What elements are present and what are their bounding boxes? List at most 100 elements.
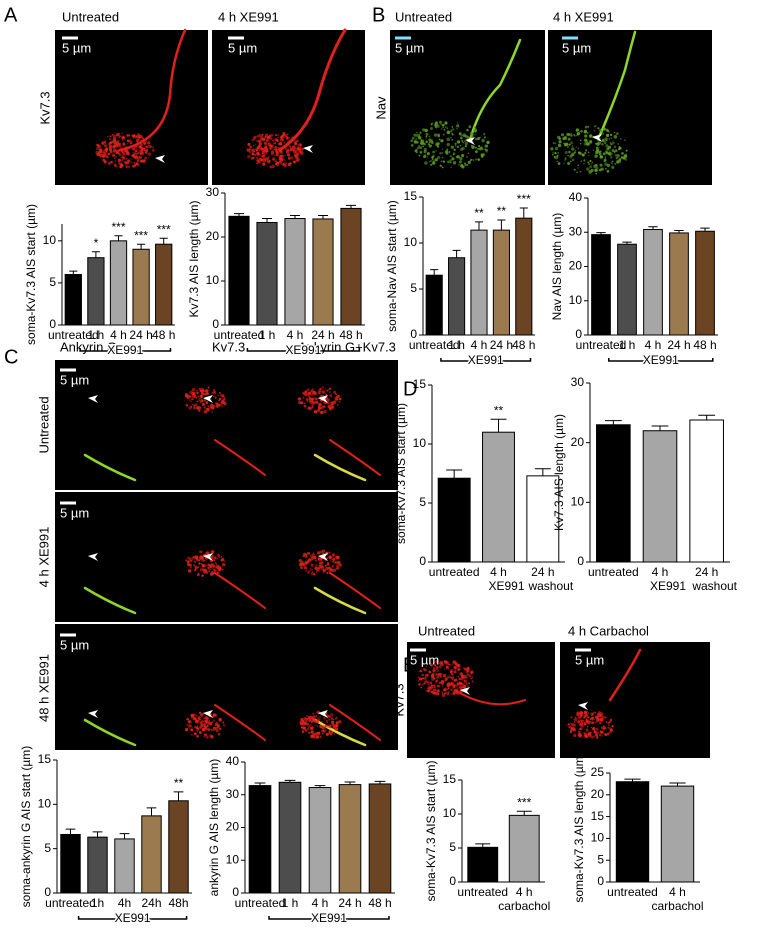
y-tick-label: 15 xyxy=(38,752,52,766)
soma-signal xyxy=(255,143,257,145)
soma-signal xyxy=(334,399,338,402)
soma-signal xyxy=(258,142,262,146)
soma-signal xyxy=(304,717,307,720)
soma-signal xyxy=(596,166,599,170)
soma-signal xyxy=(314,397,318,401)
arrowhead xyxy=(303,145,313,153)
soma-signal xyxy=(107,135,109,138)
soma-signal xyxy=(424,128,428,133)
soma-signal xyxy=(329,391,331,393)
soma-signal xyxy=(437,133,440,137)
soma-signal xyxy=(617,154,620,157)
soma-signal xyxy=(470,134,474,138)
soma-signal xyxy=(317,390,321,394)
soma-signal xyxy=(320,394,323,397)
soma-signal xyxy=(426,665,428,667)
soma-signal xyxy=(465,682,469,685)
soma-signal xyxy=(215,728,219,733)
soma-signal xyxy=(324,564,327,567)
soma-signal xyxy=(568,143,571,146)
soma-signal xyxy=(451,673,454,676)
soma-signal xyxy=(429,126,433,130)
soma-signal xyxy=(330,717,333,721)
soma-signal xyxy=(265,157,269,161)
soma-signal xyxy=(185,559,188,562)
y-tick-label: 10 xyxy=(206,273,220,287)
soma-signal xyxy=(574,729,576,732)
soma-signal xyxy=(416,131,418,134)
group-bracket xyxy=(440,358,532,362)
soma-signal xyxy=(578,151,582,155)
soma-signal xyxy=(252,144,255,147)
soma-signal xyxy=(257,140,260,143)
x-tick-label: 4h xyxy=(118,896,131,910)
error-bar xyxy=(490,418,507,433)
image-caption: Untreated xyxy=(62,9,119,24)
soma-signal xyxy=(470,677,472,680)
soma-signal xyxy=(418,671,420,673)
soma-signal xyxy=(452,687,454,690)
soma-signal xyxy=(483,133,486,136)
soma-signal xyxy=(219,557,221,559)
soma-signal xyxy=(317,566,321,570)
soma-signal xyxy=(606,147,610,151)
soma-signal xyxy=(336,566,340,570)
soma-signal xyxy=(599,713,603,717)
soma-signal xyxy=(322,732,324,735)
soma-signal xyxy=(450,688,453,692)
soma-signal xyxy=(434,664,437,667)
bar xyxy=(87,836,108,894)
soma-signal xyxy=(322,572,324,574)
soma-signal xyxy=(136,138,140,142)
soma-signal xyxy=(593,164,597,169)
soma-signal xyxy=(312,552,315,554)
soma-signal xyxy=(282,131,286,136)
soma-signal xyxy=(432,669,436,673)
soma-signal xyxy=(590,168,594,173)
soma-signal xyxy=(309,726,314,730)
soma-signal xyxy=(126,142,129,145)
soma-signal xyxy=(447,681,451,685)
soma-signal xyxy=(441,691,443,693)
soma-signal xyxy=(451,157,455,161)
soma-signal xyxy=(583,138,588,142)
soma-signal xyxy=(465,135,469,139)
soma-signal xyxy=(569,722,572,724)
soma-signal xyxy=(184,727,189,732)
soma-signal xyxy=(590,735,594,739)
group-label: XE991 xyxy=(643,353,679,367)
soma-signal xyxy=(577,164,580,167)
soma-signal xyxy=(554,142,557,145)
soma-signal xyxy=(137,151,140,155)
soma-signal xyxy=(198,387,201,391)
soma-signal xyxy=(586,710,588,712)
stain-label: Kv7.3 xyxy=(391,683,406,716)
soma-signal xyxy=(197,566,200,569)
soma-signal xyxy=(189,563,193,567)
soma-signal xyxy=(297,397,301,401)
x-tick-label: 24 h xyxy=(695,565,718,579)
soma-signal xyxy=(605,151,609,154)
soma-signal xyxy=(205,735,209,739)
soma-signal xyxy=(197,719,199,722)
soma-signal xyxy=(141,147,146,152)
soma-signal xyxy=(471,144,473,147)
soma-signal xyxy=(445,661,449,665)
soma-signal xyxy=(425,140,428,144)
soma-signal xyxy=(426,673,429,677)
soma-signal xyxy=(199,398,203,402)
soma-signal xyxy=(196,729,199,732)
group-label: XE991 xyxy=(468,353,504,367)
soma-signal xyxy=(127,165,130,168)
arrowhead xyxy=(465,137,475,145)
micrograph xyxy=(55,360,398,750)
soma-signal xyxy=(190,713,194,718)
bar xyxy=(340,207,362,326)
soma-signal xyxy=(270,137,273,140)
soma-signal xyxy=(336,561,340,565)
error-bar xyxy=(674,230,684,233)
x-tick-label: untreated xyxy=(588,565,639,579)
soma-signal xyxy=(445,691,448,695)
soma-signal xyxy=(439,151,442,155)
soma-signal xyxy=(447,675,451,679)
